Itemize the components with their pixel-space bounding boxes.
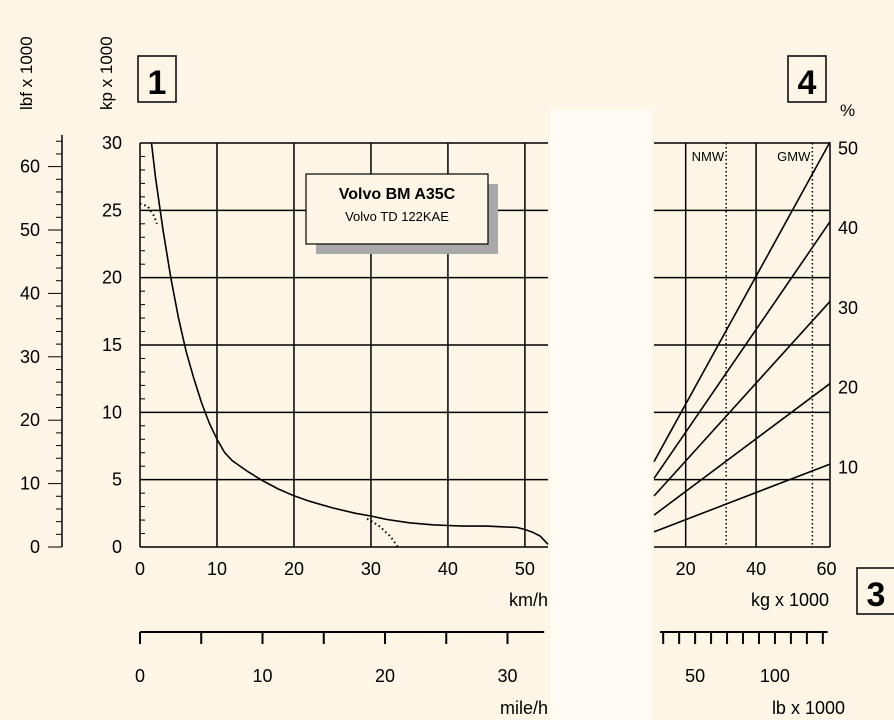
lbf-tick-label-30: 30: [20, 347, 40, 367]
left-x-tick-30: 30: [361, 559, 381, 579]
left-panel-ticks: 0 10 20 30 40 50 0 5 10 15 20 25 30: [102, 133, 535, 579]
lb-axis-label: lb x 1000: [772, 698, 845, 718]
chart-title: Volvo BM A35C: [339, 186, 456, 203]
left-y-tick-5: 5: [112, 470, 122, 490]
left-x-tick-0: 0: [135, 559, 145, 579]
left-y-tick-20: 20: [102, 268, 122, 288]
lb-tick-label-100: 100: [760, 666, 790, 686]
right-y-tick-10: 10: [838, 457, 858, 477]
right-y-tick-40: 40: [838, 218, 858, 238]
panel-number-3-text: 3: [867, 576, 886, 614]
lbf-tick-label-10: 10: [20, 474, 40, 494]
left-series-2: [366, 517, 399, 548]
left-y-tick-15: 15: [102, 335, 122, 355]
grade-line-30: [653, 300, 831, 497]
left-y-tick-25: 25: [102, 200, 122, 220]
mile-tick-label-0: 0: [135, 666, 145, 686]
percent-label: %: [840, 101, 855, 120]
right-y-tick-50: 50: [838, 138, 858, 158]
chart-subtitle: Volvo TD 122KAE: [345, 209, 449, 224]
lbf-tick-label-20: 20: [20, 410, 40, 430]
mile-tick-label-30: 30: [497, 666, 517, 686]
left-series-0: [150, 142, 549, 545]
lbf-tick-label-40: 40: [20, 283, 40, 303]
left-y-tick-30: 30: [102, 133, 122, 153]
panel-number-1-text: 1: [148, 64, 167, 102]
lbf-axis-label: lbf x 1000: [17, 36, 36, 110]
title-box-frame: [305, 173, 489, 245]
grade-line-20: [653, 382, 831, 516]
mileh-axis-label: mile/h: [500, 698, 548, 718]
panel-number-4: 4: [787, 55, 827, 103]
right-x-tick-20: 20: [676, 559, 696, 579]
panel-number-4-text: 4: [798, 64, 817, 102]
lbf-tick-label-50: 50: [20, 220, 40, 240]
title-box: Volvo BM A35C Volvo TD 122KAE: [305, 173, 498, 254]
grade-line-10: [653, 463, 831, 533]
lbf-axis: 0 10 20 30 40 50 60: [20, 134, 63, 557]
lb-axis: 50 100: [659, 631, 828, 686]
mile-tick-label-10: 10: [252, 666, 272, 686]
lbf-tick-label-0: 0: [30, 537, 40, 557]
mile-tick-label-20: 20: [375, 666, 395, 686]
lb-tick-label-50: 50: [685, 666, 705, 686]
grade-line-40: [653, 221, 831, 479]
panel-number-1: 1: [137, 55, 177, 103]
left-panel-series: [139, 142, 549, 548]
kmh-axis-label: km/h: [509, 590, 548, 610]
right-x-tick-60: 60: [816, 559, 836, 579]
right-x-tick-40: 40: [746, 559, 766, 579]
left-x-tick-10: 10: [207, 559, 227, 579]
lbf-tick-label-60: 60: [20, 157, 40, 177]
right-panel-series: [653, 141, 831, 533]
panel-number-3: 3: [856, 567, 894, 615]
grade-line-50: [653, 141, 831, 463]
left-y-tick-10: 10: [102, 402, 122, 422]
kg-axis-label: kg x 1000: [751, 590, 829, 610]
left-x-tick-40: 40: [438, 559, 458, 579]
ref-label-nmw: NMW: [692, 149, 725, 164]
right-panel-grid: 20 40 60 10 20 30 40 50 NMW GMW: [654, 138, 858, 579]
panel-gap: [550, 110, 652, 720]
left-series-1: [139, 202, 158, 225]
mile-axis: 0 10 20 30: [135, 631, 545, 686]
left-x-tick-20: 20: [284, 559, 304, 579]
left-x-tick-50: 50: [515, 559, 535, 579]
ref-label-gmw: GMW: [777, 149, 811, 164]
left-y-tick-0: 0: [112, 537, 122, 557]
right-y-tick-30: 30: [838, 298, 858, 318]
right-y-tick-20: 20: [838, 378, 858, 398]
kp-axis-label: kp x 1000: [97, 36, 116, 110]
